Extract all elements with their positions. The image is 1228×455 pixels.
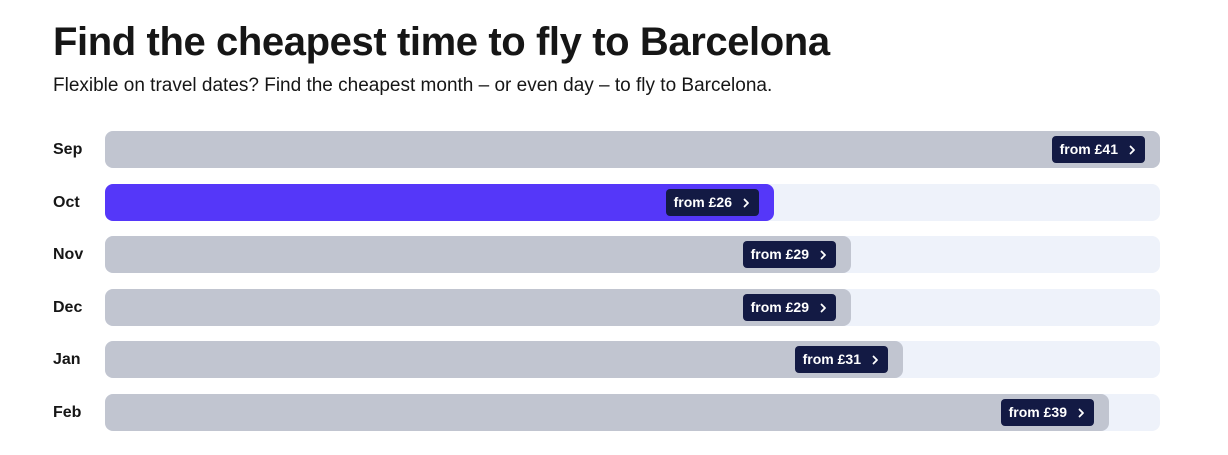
chevron-right-icon — [1127, 145, 1137, 155]
month-label: Oct — [53, 194, 80, 211]
page-title: Find the cheapest time to fly to Barcelo… — [53, 20, 830, 64]
month-price-bar[interactable]: from £29 — [105, 236, 851, 273]
price-label: from £41 — [1059, 141, 1118, 157]
chevron-right-icon — [818, 250, 828, 260]
month-label: Feb — [53, 404, 82, 421]
price-badge-button[interactable]: from £29 — [742, 241, 836, 268]
price-badge-button[interactable]: from £29 — [742, 294, 836, 321]
month-bar-track[interactable]: from £41 — [105, 131, 1160, 168]
month-bar-track[interactable]: from £31 — [105, 341, 1160, 378]
price-label: from £26 — [673, 194, 732, 210]
month-label: Dec — [53, 299, 83, 316]
month-label: Jan — [53, 351, 81, 368]
chevron-right-icon — [870, 355, 880, 365]
price-label: from £29 — [750, 246, 809, 262]
page-subtitle: Flexible on travel dates? Find the cheap… — [53, 75, 773, 96]
month-row-feb: Feb from £39 — [0, 394, 1228, 431]
month-row-oct: Oct from £26 — [0, 184, 1228, 221]
month-price-bar[interactable]: from £26 — [105, 184, 774, 221]
chevron-right-icon — [818, 303, 828, 313]
month-row-dec: Dec from £29 — [0, 289, 1228, 326]
price-badge-button[interactable]: from £26 — [665, 189, 759, 216]
price-badge-button[interactable]: from £39 — [1000, 399, 1094, 426]
month-bar-track[interactable]: from £39 — [105, 394, 1160, 431]
chevron-right-icon — [1076, 408, 1086, 418]
price-label: from £39 — [1008, 404, 1067, 420]
chevron-right-icon — [741, 198, 751, 208]
month-row-sep: Sep from £41 — [0, 131, 1228, 168]
price-label: from £31 — [802, 351, 861, 367]
price-badge-button[interactable]: from £31 — [794, 346, 888, 373]
month-label: Nov — [53, 246, 84, 263]
month-price-bar[interactable]: from £29 — [105, 289, 851, 326]
month-price-bar[interactable]: from £31 — [105, 341, 903, 378]
month-bar-track[interactable]: from £26 — [105, 184, 1160, 221]
month-row-jan: Jan from £31 — [0, 341, 1228, 378]
month-label: Sep — [53, 141, 83, 158]
month-row-nov: Nov from £29 — [0, 236, 1228, 273]
month-price-bar[interactable]: from £39 — [105, 394, 1109, 431]
price-badge-button[interactable]: from £41 — [1051, 136, 1145, 163]
month-price-bar[interactable]: from £41 — [105, 131, 1160, 168]
month-bar-track[interactable]: from £29 — [105, 289, 1160, 326]
price-label: from £29 — [750, 299, 809, 315]
month-bar-track[interactable]: from £29 — [105, 236, 1160, 273]
